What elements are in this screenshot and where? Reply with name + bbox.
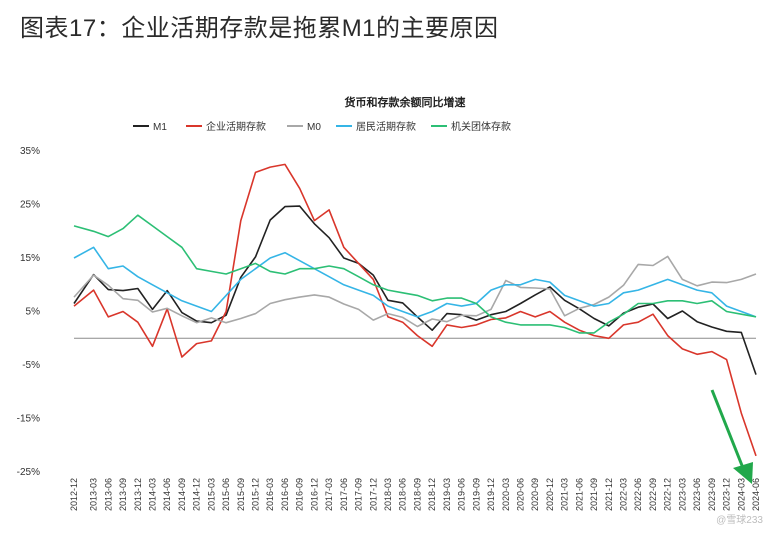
series-line xyxy=(73,214,757,334)
x-tick-label: 2015-12 xyxy=(251,478,261,511)
x-tick-label: 2019-09 xyxy=(471,478,481,511)
x-tick-label: 2017-03 xyxy=(324,478,334,511)
series-line xyxy=(73,246,757,318)
series-line xyxy=(73,163,757,457)
y-tick-label: 5% xyxy=(26,307,41,318)
series-line xyxy=(73,205,757,375)
x-tick-label: 2021-12 xyxy=(604,478,614,511)
x-tick-label: 2019-03 xyxy=(442,478,452,511)
x-tick-label: 2023-09 xyxy=(707,478,717,511)
x-tick-label: 2013-06 xyxy=(103,478,113,511)
x-tick-label: 2018-03 xyxy=(383,478,393,511)
x-tick-label: 2016-09 xyxy=(295,478,305,511)
x-tick-label: 2017-12 xyxy=(368,478,378,511)
legend-label: 企业活期存款 xyxy=(206,120,266,133)
legend: M1 企业活期存款 M0 居民活期存款 机关团体存款 xyxy=(133,120,511,133)
x-tick-label: 2022-03 xyxy=(619,478,629,511)
y-tick-label: -5% xyxy=(22,360,40,371)
x-tick-label: 2023-06 xyxy=(692,478,702,511)
x-tick-label: 2012-12 xyxy=(69,478,79,511)
x-tick-label: 2020-06 xyxy=(515,478,525,511)
x-tick-label: 2015-06 xyxy=(221,478,231,511)
x-tick-label: 2022-06 xyxy=(633,478,643,511)
y-tick-label: -15% xyxy=(17,414,40,425)
x-tick-label: 2013-03 xyxy=(89,478,99,511)
x-tick-label: 2016-06 xyxy=(280,478,290,511)
watermark: @雪球233 xyxy=(716,515,763,526)
x-tick-label: 2016-03 xyxy=(265,478,275,511)
arrow-head xyxy=(733,462,753,484)
x-tick-label: 2022-09 xyxy=(648,478,658,511)
x-tick-label: 2018-12 xyxy=(427,478,437,511)
x-tick-label: 2013-12 xyxy=(133,478,143,511)
down-arrow-annotation xyxy=(710,389,753,484)
x-tick-label: 2022-12 xyxy=(663,478,673,511)
y-tick-label: 35% xyxy=(20,146,40,157)
x-tick-label: 2013-09 xyxy=(118,478,128,511)
report-heading: 图表17：企业活期存款是拖累M1的主要原因 xyxy=(20,15,499,42)
legend-label: M1 xyxy=(153,122,167,133)
x-tick-label: 2021-03 xyxy=(560,478,570,511)
x-tick-label: 2014-06 xyxy=(162,478,172,511)
x-tick-label: 2015-03 xyxy=(206,478,216,511)
x-axis: 2012-12 2013-03 2013-06 2013-09 2013-12 2014-… xyxy=(69,337,761,511)
series-lines xyxy=(73,163,757,457)
x-tick-label: 2016-12 xyxy=(309,478,319,511)
x-tick-label: 2020-12 xyxy=(545,478,555,511)
y-tick-label: 15% xyxy=(20,253,40,264)
x-tick-label: 2018-06 xyxy=(398,478,408,511)
arrow-shaft xyxy=(710,389,745,469)
x-tick-label: 2014-03 xyxy=(147,478,157,511)
x-tick-label: 2014-12 xyxy=(192,478,202,511)
x-tick-label: 2021-09 xyxy=(589,478,599,511)
series-line xyxy=(73,255,757,328)
y-axis: 35% 25% 15% 5% -5% -15% -25% xyxy=(17,146,40,478)
x-tick-label: 2021-06 xyxy=(574,478,584,511)
x-tick-label: 2023-12 xyxy=(722,478,732,511)
legend-label: 机关团体存款 xyxy=(451,120,511,133)
x-tick-label: 2020-09 xyxy=(530,478,540,511)
x-tick-label: 2017-09 xyxy=(354,478,364,511)
y-tick-label: -25% xyxy=(17,467,40,478)
x-tick-label: 2020-03 xyxy=(501,478,511,511)
x-tick-label: 2015-09 xyxy=(236,478,246,511)
x-tick-label: 2024-03 xyxy=(736,478,746,511)
x-tick-label: 2018-09 xyxy=(412,478,422,511)
legend-label: 居民活期存款 xyxy=(356,120,416,133)
x-tick-label: 2024-06 xyxy=(751,478,761,511)
legend-label: M0 xyxy=(307,122,321,133)
y-tick-label: 25% xyxy=(20,200,40,211)
x-tick-label: 2019-12 xyxy=(486,478,496,511)
x-tick-label: 2019-06 xyxy=(457,478,467,511)
x-tick-label: 2023-03 xyxy=(677,478,687,511)
x-tick-label: 2017-06 xyxy=(339,478,349,511)
x-tick-label: 2014-09 xyxy=(177,478,187,511)
chart-title: 货币和存款余额同比增速 xyxy=(344,95,466,109)
